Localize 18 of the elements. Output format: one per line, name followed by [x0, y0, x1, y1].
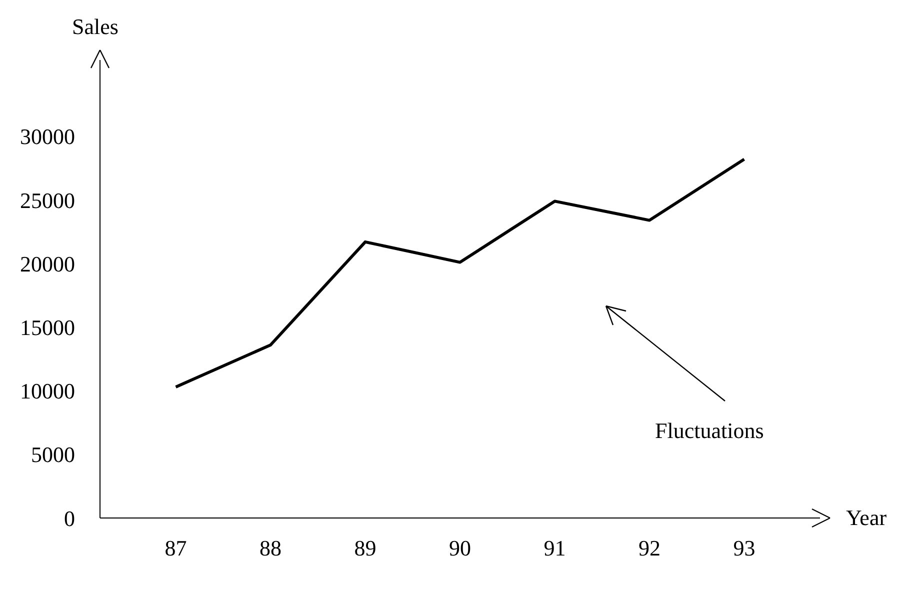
y-axis-title: Sales — [72, 14, 118, 39]
y-tick-label: 0 — [64, 506, 75, 531]
y-tick-label: 5000 — [31, 442, 75, 468]
x-tick-label: 93 — [733, 536, 756, 561]
annotation: Fluctuations — [655, 418, 764, 444]
x-axis-title: Year — [846, 505, 888, 530]
x-tick-label: 91 — [544, 536, 566, 561]
y-tick-label: 15000 — [20, 314, 75, 340]
y-tick-label: 25000 — [20, 188, 75, 213]
x-tick-label: 92 — [638, 536, 660, 561]
x-tick-label: 90 — [449, 536, 471, 561]
x-tick-label: 87 — [164, 536, 187, 561]
y-tick-label: 30000 — [20, 124, 75, 150]
line-series — [174, 158, 746, 388]
y-tick-label: 10000 — [20, 378, 75, 404]
x-tick-label: 88 — [260, 536, 282, 561]
y-tick-label: 20000 — [20, 251, 75, 276]
x-tick-label: 89 — [354, 536, 376, 561]
